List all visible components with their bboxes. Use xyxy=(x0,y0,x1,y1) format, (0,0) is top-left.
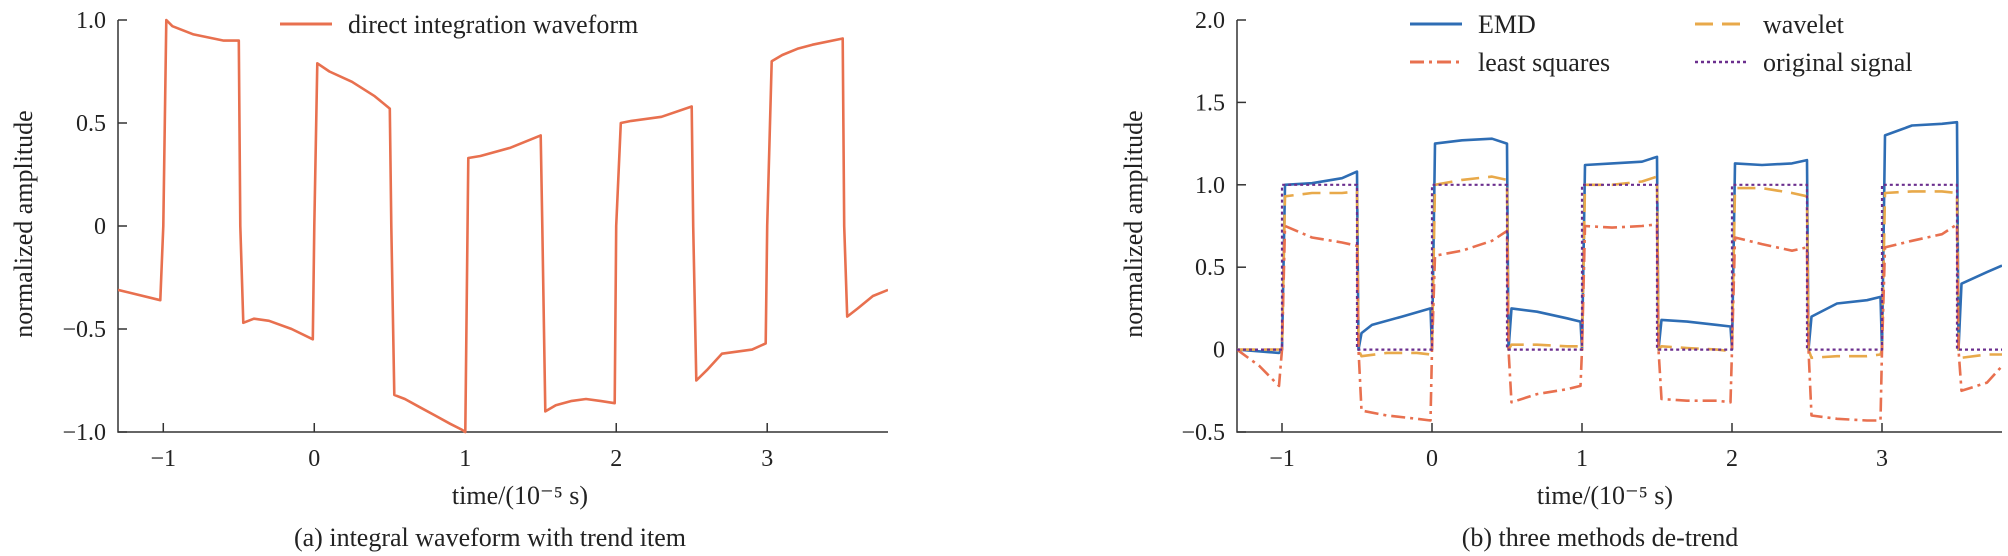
panel-b-series-least-squares xyxy=(1237,223,2002,422)
panel-b-ylabel: normalized amplitude xyxy=(1119,110,1148,337)
panel-a: time/(10⁻⁵ s) normalized amplitude (a) i… xyxy=(9,8,888,552)
panel-b-xlabel: time/(10⁻⁵ s) xyxy=(1537,481,1673,510)
panel-b-xtick-label: 2 xyxy=(1726,446,1738,472)
panel-a-ytick-label: 0 xyxy=(94,214,106,240)
panel-a-xtick-label: 3 xyxy=(761,446,773,472)
panel-b-legend-label: least squares xyxy=(1478,48,1610,77)
panel-b-ytick-label: 1.5 xyxy=(1195,90,1225,116)
panel-b-ytick-label: 0.5 xyxy=(1195,255,1225,281)
panel-b-xtick-label: 3 xyxy=(1876,446,1888,472)
panel-a-series-direct-integration-waveform xyxy=(118,18,888,434)
panel-b-xtick-label: 1 xyxy=(1576,446,1588,472)
panel-b-series-original-signal xyxy=(1237,183,2002,351)
panel-b-ytick-label: −0.5 xyxy=(1181,420,1225,446)
panel-a-caption: (a) integral waveform with trend item xyxy=(294,523,686,552)
panel-b-legend-label: EMD xyxy=(1478,10,1536,39)
panel-a-xtick-label: 2 xyxy=(610,446,622,472)
panel-b-ytick-label: 1.0 xyxy=(1195,173,1225,199)
panel-a-xlabel: time/(10⁻⁵ s) xyxy=(452,481,588,510)
panel-a-ytick-label: 0.5 xyxy=(76,111,106,137)
panel-a-ytick-label: 1.0 xyxy=(76,8,106,34)
panel-b-series-emd xyxy=(1237,120,2002,355)
panel-b-legend-label: wavelet xyxy=(1763,10,1845,39)
panel-a-xtick-label: −1 xyxy=(151,446,177,472)
panel-b-ytick-label: 0 xyxy=(1213,338,1225,364)
panel-b-ytick-label: 2.0 xyxy=(1195,8,1225,34)
panel-a-legend-label: direct integration waveform xyxy=(348,10,638,39)
panel-a-xtick-label: 0 xyxy=(308,446,320,472)
panel-b-xtick-label: 0 xyxy=(1426,446,1438,472)
panel-a-ytick-label: −1.0 xyxy=(62,420,106,446)
panel-b: time/(10⁻⁵ s) normalized amplitude (b) t… xyxy=(1119,8,2002,552)
panel-a-axis-lines xyxy=(117,20,888,433)
panel-a-xtick-label: 1 xyxy=(459,446,471,472)
panel-b-xtick-label: −1 xyxy=(1269,446,1295,472)
panel-a-ytick-label: −0.5 xyxy=(62,317,106,343)
panel-a-ylabel: normalized amplitude xyxy=(9,110,38,337)
panel-b-axis-lines xyxy=(1236,20,2002,433)
panel-b-caption: (b) three methods de-trend xyxy=(1462,523,1739,552)
panel-b-series-wavelet xyxy=(1237,175,2002,360)
panel-b-legend-label: original signal xyxy=(1763,48,1912,77)
